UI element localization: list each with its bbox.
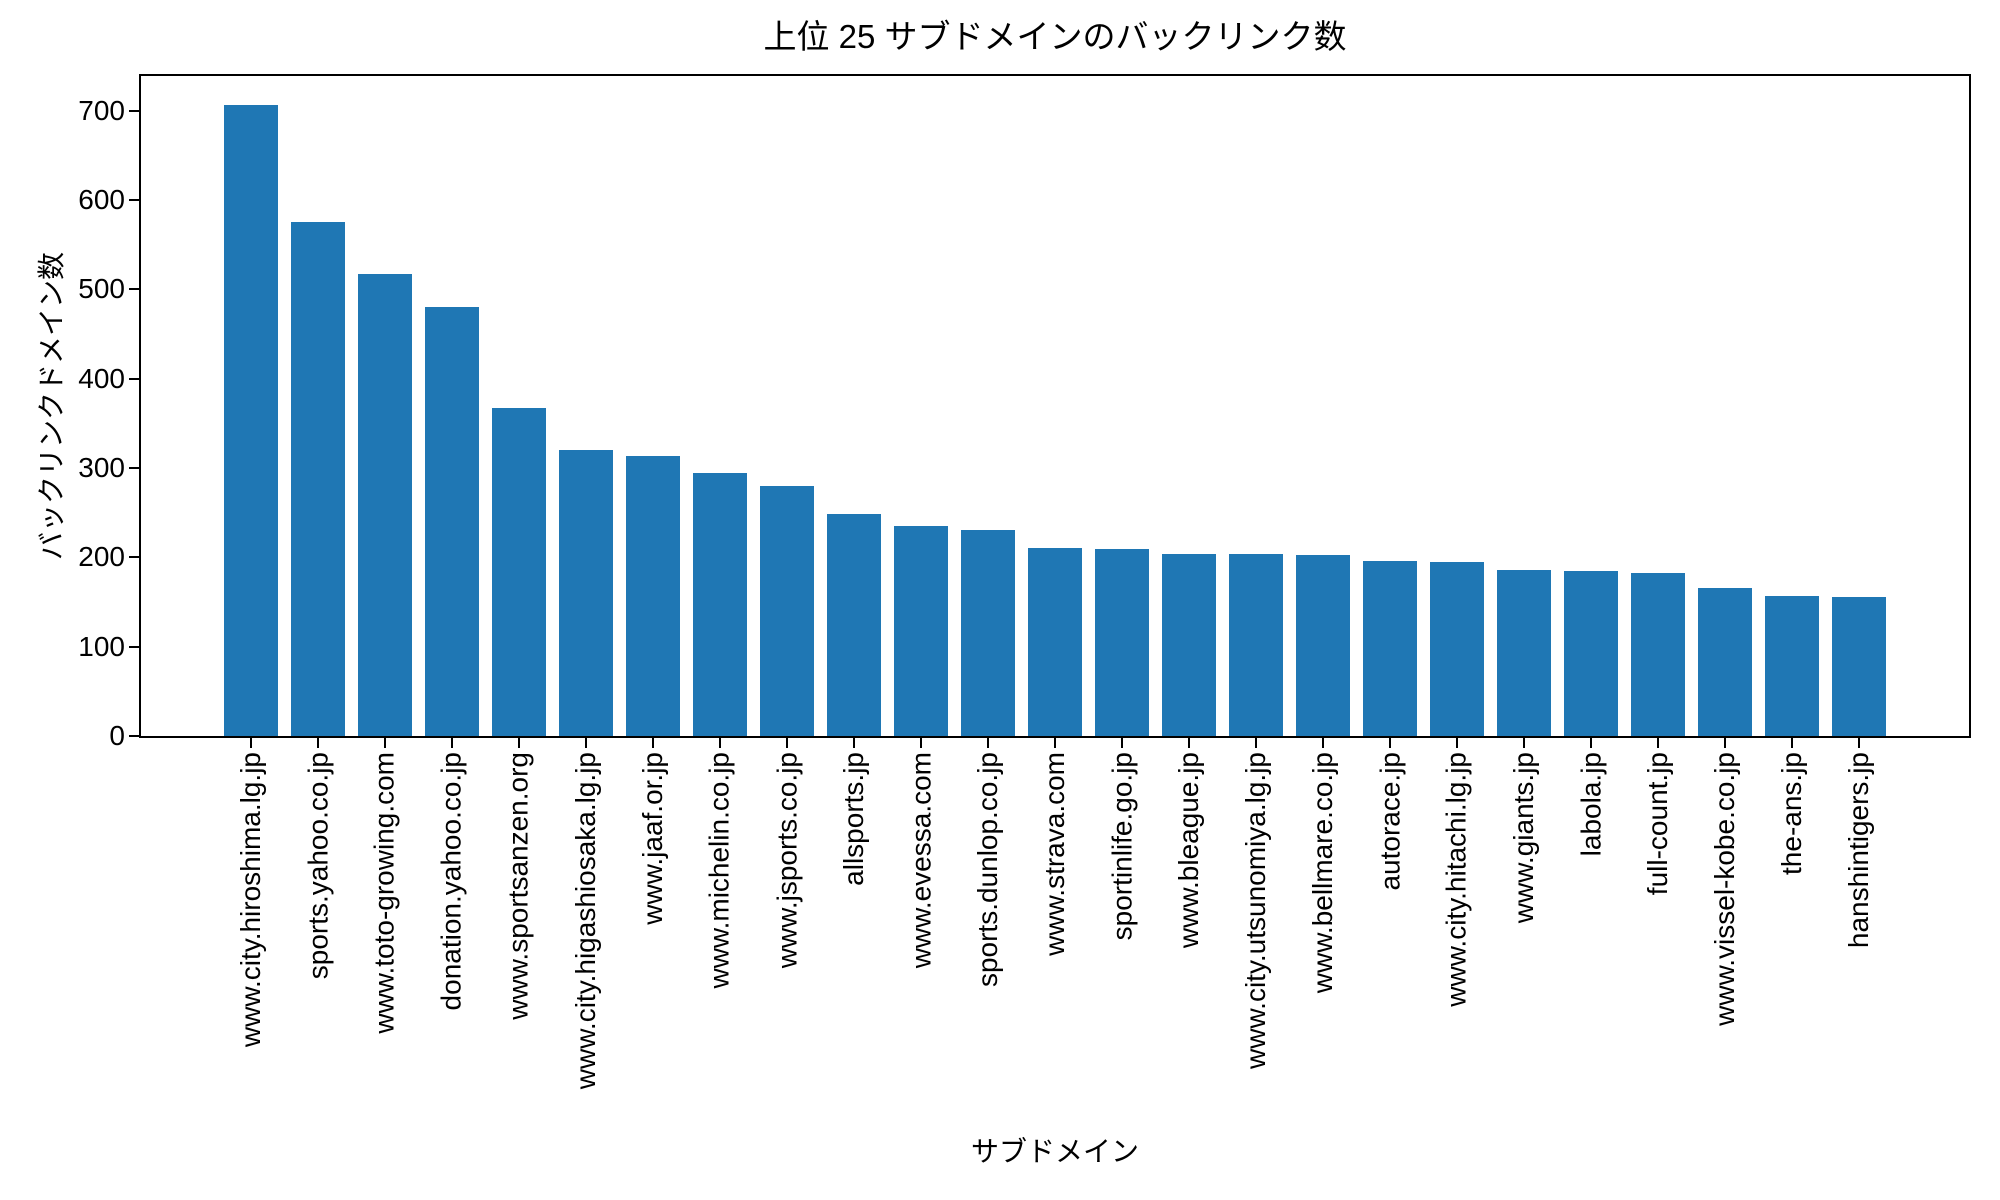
bar <box>894 526 948 736</box>
bar <box>1296 554 1350 736</box>
y-tick-mark <box>129 377 139 380</box>
x-tick-mark <box>383 738 386 748</box>
x-tick-mark <box>1590 738 1593 748</box>
bar <box>1028 548 1082 736</box>
x-tick-label: hanshintigers.jp <box>1843 752 1875 949</box>
x-tick-mark <box>1121 738 1123 748</box>
bar <box>760 485 814 736</box>
x-tick-mark <box>584 738 587 748</box>
x-tick-mark <box>1724 738 1727 748</box>
bar <box>559 450 613 736</box>
bar <box>1430 561 1484 736</box>
x-tick-mark <box>1188 738 1191 748</box>
x-tick-mark <box>249 738 252 748</box>
x-tick-label: www.evessa.com <box>904 752 936 969</box>
bar <box>1765 595 1819 736</box>
bar <box>425 307 479 736</box>
x-axis-label: サブドメイン <box>970 1136 1140 1167</box>
chart-title: 上位 25 サブドメインのバックリンク数 <box>763 18 1347 55</box>
bar <box>1229 553 1283 736</box>
x-tick-label: www.city.hitachi.lg.jp <box>1441 752 1473 1007</box>
x-tick-mark <box>1456 738 1459 748</box>
x-tick-label: www.giants.jp <box>1508 752 1540 924</box>
y-tick-mark <box>129 109 139 112</box>
y-tick-label: 300 <box>78 452 125 484</box>
x-tick-label: www.jaaf.or.jp <box>636 752 668 925</box>
bar <box>1832 596 1886 736</box>
bar <box>1497 569 1551 736</box>
y-tick-label: 400 <box>78 362 125 394</box>
x-tick-mark <box>852 738 855 748</box>
y-tick-label: 700 <box>78 94 125 126</box>
x-tick-mark <box>1389 738 1392 748</box>
x-tick-label: donation.yahoo.co.jp <box>435 752 467 1011</box>
x-tick-mark <box>1322 738 1325 748</box>
y-tick-mark <box>129 199 139 202</box>
bar <box>291 222 345 736</box>
x-tick-label: www.michelin.co.jp <box>703 752 735 989</box>
y-tick-label: 200 <box>78 541 125 573</box>
bar <box>1162 553 1216 736</box>
y-tick-mark <box>129 645 139 648</box>
x-tick-label: www.city.higashiosaka.lg.jp <box>569 752 601 1090</box>
plot-area <box>139 74 1971 738</box>
x-tick-label: www.strava.com <box>1039 752 1070 956</box>
bar <box>1631 573 1685 736</box>
x-tick-label: sportinlife.go.jp <box>1106 752 1138 941</box>
x-tick-mark <box>651 738 654 748</box>
y-tick-label: 600 <box>78 184 125 216</box>
x-tick-mark <box>450 738 453 748</box>
x-tick-label: autorace.jp <box>1374 752 1406 891</box>
bar <box>961 529 1015 736</box>
bar <box>693 472 747 736</box>
bar <box>224 104 278 736</box>
x-tick-mark <box>1791 738 1794 748</box>
x-tick-label: www.toto-growing.com <box>368 752 400 1034</box>
x-tick-mark <box>1523 738 1526 748</box>
x-tick-label: www.sportsanzen.org <box>502 752 534 1020</box>
x-tick-label: full-count.jp <box>1642 752 1674 896</box>
x-tick-mark <box>316 738 319 748</box>
x-tick-mark <box>1858 738 1861 748</box>
x-tick-label: www.city.hiroshima.lg.jp <box>234 752 266 1048</box>
bar <box>358 274 412 736</box>
bar <box>492 408 546 736</box>
x-tick-label: sports.dunlop.co.jp <box>972 752 1003 988</box>
x-tick-mark <box>986 738 989 748</box>
x-tick-label: the-ans.jp <box>1776 752 1808 875</box>
x-tick-mark <box>919 738 922 748</box>
x-tick-mark <box>1255 738 1258 748</box>
bar <box>1363 560 1417 736</box>
x-tick-mark <box>1657 738 1660 748</box>
x-tick-label: www.vissel-kobe.co.jp <box>1709 752 1741 1026</box>
x-tick-label: labola.jp <box>1575 752 1607 857</box>
y-tick-label: 0 <box>109 720 125 751</box>
bar <box>626 456 680 736</box>
x-tick-label: sports.yahoo.co.jp <box>301 752 333 980</box>
x-tick-mark <box>1054 738 1056 748</box>
bar <box>1564 570 1618 736</box>
x-tick-mark <box>785 738 788 748</box>
y-tick-mark <box>129 735 139 737</box>
x-tick-label: www.jsports.co.jp <box>770 752 802 969</box>
bar <box>827 513 881 736</box>
x-tick-mark <box>517 738 520 748</box>
x-tick-label: allsports.jp <box>837 752 869 886</box>
y-tick-mark <box>129 288 139 291</box>
y-tick-label: 500 <box>78 273 125 305</box>
y-tick-label: 100 <box>78 630 125 662</box>
x-tick-mark <box>718 738 721 748</box>
bar <box>1698 587 1752 736</box>
x-tick-label: www.bellmare.co.jp <box>1307 752 1339 994</box>
y-tick-mark <box>129 556 139 559</box>
x-tick-label: www.bleague.jp <box>1173 752 1205 949</box>
bar <box>1095 549 1149 736</box>
x-tick-label: www.city.utsunomiya.lg.jp <box>1240 752 1272 1069</box>
y-tick-mark <box>129 467 139 470</box>
